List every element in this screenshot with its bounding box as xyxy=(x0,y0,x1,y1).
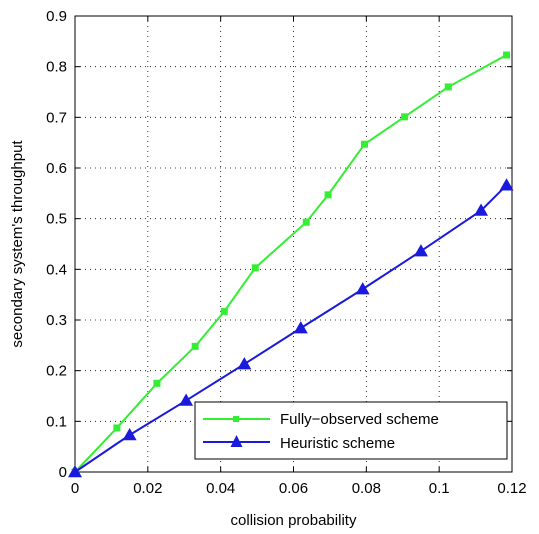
data-point-heuristic xyxy=(499,178,514,191)
data-point-heuristic xyxy=(413,244,428,257)
data-point-fully-observed xyxy=(401,113,409,121)
legend-label-fully-observed: Fully−observed scheme xyxy=(280,411,439,428)
x-tick-label: 0.08 xyxy=(352,480,381,497)
data-point-fully-observed xyxy=(324,191,332,199)
data-point-fully-observed xyxy=(503,51,511,59)
data-point-heuristic xyxy=(68,465,82,478)
y-axis-label: secondary system's throughput xyxy=(9,140,26,348)
series-line-fully-observed xyxy=(74,54,508,473)
data-point-heuristic xyxy=(237,357,252,370)
data-point-fully-observed xyxy=(153,379,161,387)
y-tick-label: 0.5 xyxy=(46,211,67,228)
data-point-fully-observed xyxy=(220,307,228,315)
y-tick-label: 0.9 xyxy=(46,8,67,25)
data-point-fully-observed xyxy=(444,83,452,91)
x-tick-label: 0.06 xyxy=(279,480,308,497)
data-point-heuristic xyxy=(355,282,370,295)
y-tick-label: 0.3 xyxy=(46,312,67,329)
y-tick-label: 0.8 xyxy=(46,59,67,76)
y-tick-label: 0.2 xyxy=(46,363,67,380)
y-tick-label: 0 xyxy=(59,464,67,481)
y-tick-label: 0.7 xyxy=(46,109,67,126)
y-tick-label: 0.6 xyxy=(46,160,67,177)
legend-marker-heuristic xyxy=(230,435,243,447)
data-point-fully-observed xyxy=(251,264,259,272)
data-point-heuristic xyxy=(293,321,308,334)
legend: Fully−observed scheme Heuristic scheme xyxy=(194,401,508,460)
data-point-heuristic xyxy=(474,203,489,216)
x-tick-label: 0 xyxy=(71,480,79,497)
series-heuristic xyxy=(68,178,514,478)
y-tick-label: 0.1 xyxy=(46,413,67,430)
x-tick-labels: 0 0.02 0.04 0.06 0.08 0.1 0.12 xyxy=(71,480,527,497)
x-axis-label: collision probability xyxy=(231,512,357,529)
x-tick-label: 0.12 xyxy=(497,480,526,497)
x-tick-label: 0.02 xyxy=(133,480,162,497)
series-layer xyxy=(68,51,514,478)
x-tick-label: 0.1 xyxy=(429,480,450,497)
legend-marker-fully-observed xyxy=(233,416,239,422)
x-tick-label: 0.04 xyxy=(206,480,235,497)
data-point-fully-observed xyxy=(113,424,121,432)
data-point-heuristic xyxy=(179,393,194,406)
y-tick-label: 0.4 xyxy=(46,261,67,278)
data-point-fully-observed xyxy=(361,140,369,148)
legend-label-heuristic: Heuristic scheme xyxy=(280,435,395,452)
y-tick-labels: 0 0.1 0.2 0.3 0.4 0.5 0.6 0.7 0.8 0.9 xyxy=(46,8,67,481)
plot-frame xyxy=(74,15,513,473)
legend-box xyxy=(194,401,508,460)
data-point-fully-observed xyxy=(302,218,310,226)
data-point-heuristic xyxy=(122,428,137,441)
data-point-fully-observed xyxy=(191,342,199,350)
